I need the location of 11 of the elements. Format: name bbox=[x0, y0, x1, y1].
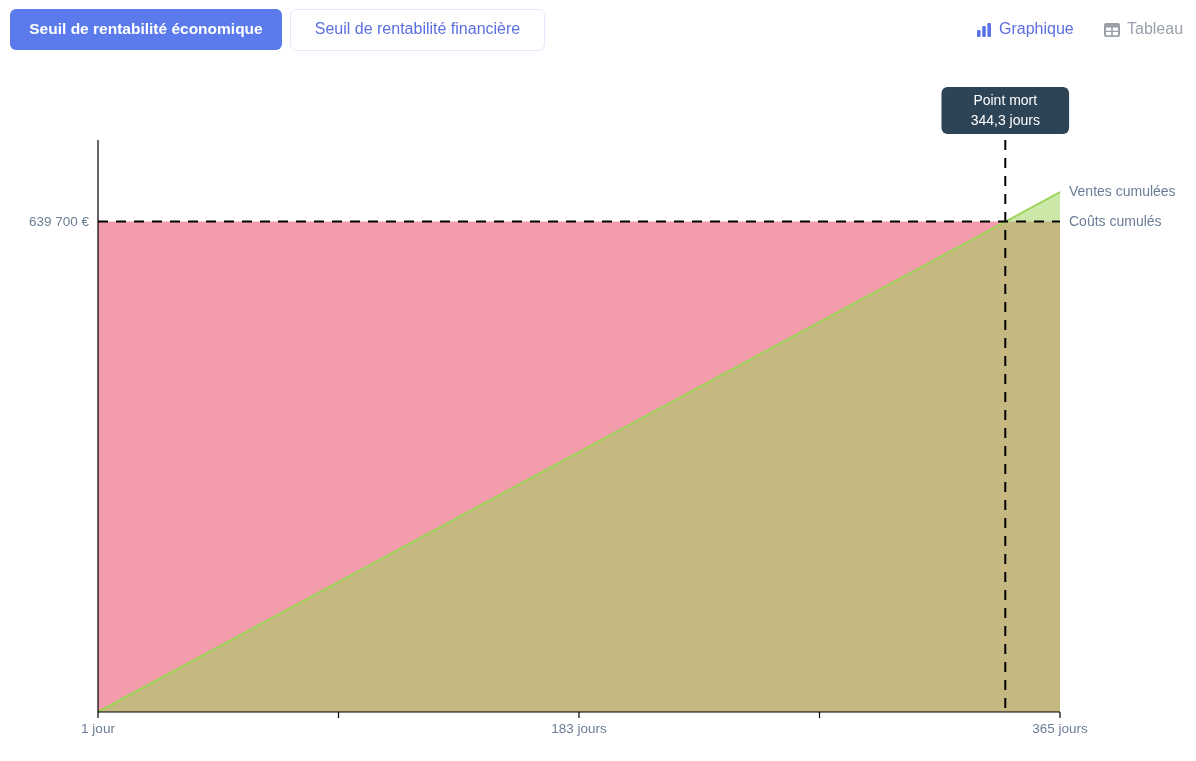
tab-button: Seuil de rentabilité financière bbox=[290, 9, 545, 51]
x-tick-label: 183 jours bbox=[551, 720, 608, 736]
tab-button: Seuil de rentabilité économique bbox=[10, 9, 282, 50]
text: Tableau bbox=[1127, 20, 1184, 38]
text: Graphique bbox=[999, 20, 1074, 38]
y-tick-label: 639 700 € bbox=[28, 213, 90, 229]
x-tick-label: 365 jours bbox=[1032, 720, 1089, 736]
ref-line-label: Point mort 344,3 jours bbox=[970, 91, 1040, 128]
series-label: Coûts cumulés bbox=[1069, 212, 1162, 229]
x-tick-label: 1 jour bbox=[81, 720, 116, 736]
series-label: Ventes cumulées bbox=[1069, 182, 1176, 199]
